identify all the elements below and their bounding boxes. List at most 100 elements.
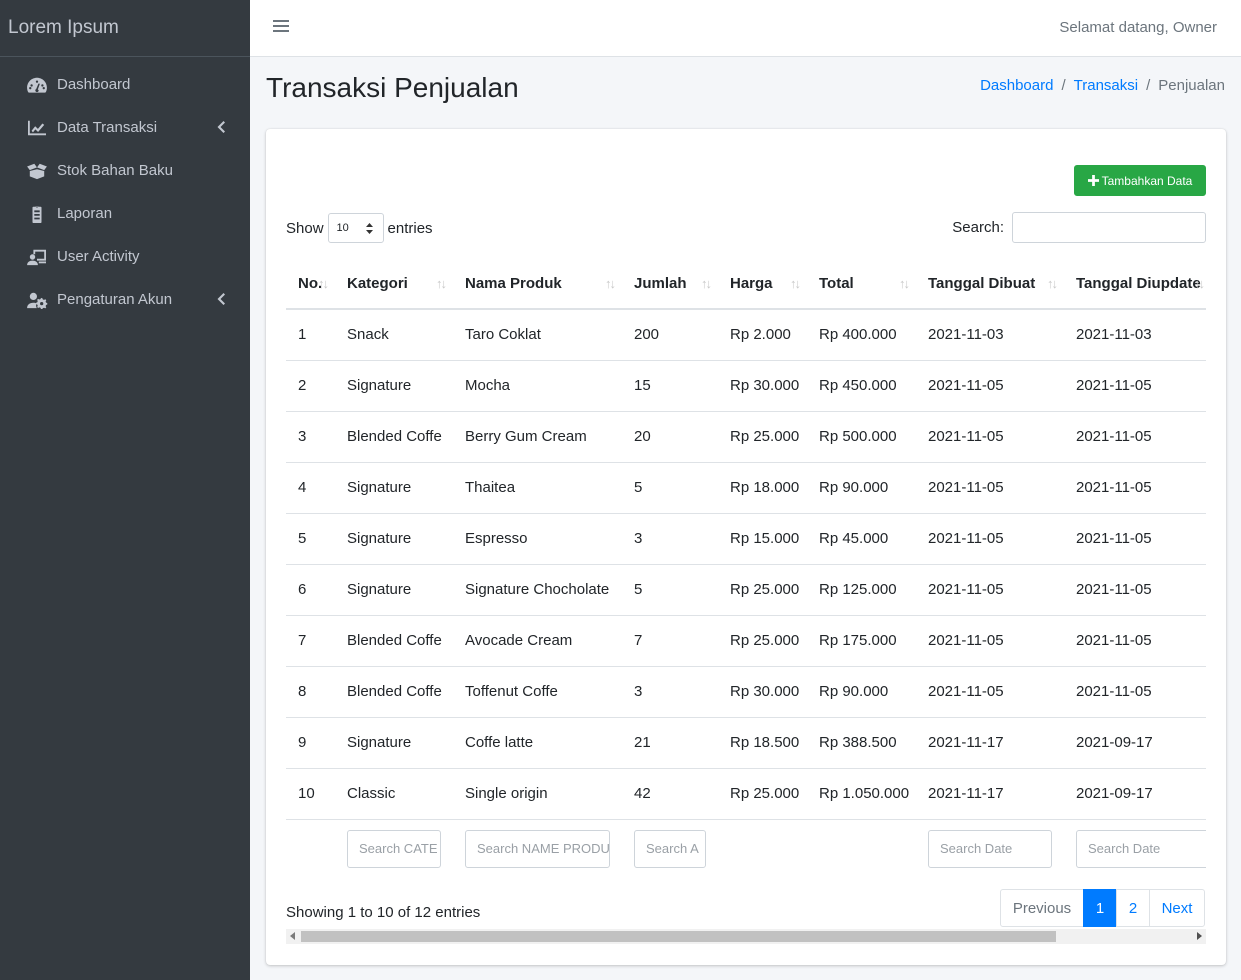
table-row: 6 Signature Signature Chocholate 5 Rp 25.000… xyxy=(286,564,1206,616)
column-header[interactable]: Tanggal Diupdate ↑↓ xyxy=(1064,258,1206,310)
table-cell: 2021-11-05 xyxy=(916,513,1064,565)
table-cell: Rp 175.000 xyxy=(807,615,916,667)
table-cell: Rp 388.500 xyxy=(807,717,916,769)
table-row: 8 Blended Coffe Toffenut Coffe 3 Rp 30.000 Rp… xyxy=(286,666,1206,718)
breadcrumb-dashboard[interactable]: Dashboard xyxy=(980,77,1054,94)
column-filter-input[interactable]: Search Date xyxy=(1076,829,1206,868)
filter-cell xyxy=(718,819,807,870)
column-header[interactable]: Kategori ↑↓ xyxy=(335,258,453,310)
sort-icon: ↑↓ xyxy=(701,276,712,291)
entries-select-value: 10 xyxy=(336,222,349,234)
transactions-card: Tambahkan Data Show 10 entries Search: N… xyxy=(266,129,1226,965)
table-cell: 2 xyxy=(286,360,335,412)
scroll-right-icon[interactable] xyxy=(1197,932,1202,940)
horizontal-scrollbar[interactable] xyxy=(286,929,1206,944)
page-title: Transaksi Penjualan xyxy=(266,72,519,103)
column-filter-input[interactable]: Search A xyxy=(634,829,706,868)
column-header[interactable]: Tanggal Dibuat ↑↓ xyxy=(916,258,1064,310)
sidebar-item-dashboard[interactable]: Dashboard xyxy=(0,63,250,106)
table-cell: Rp 90.000 xyxy=(807,666,916,718)
breadcrumb-separator: / xyxy=(1061,77,1066,94)
table-cell: Rp 30.000 xyxy=(718,666,807,718)
table-cell: Rp 1.050.000 xyxy=(807,768,916,820)
table-cell: Avocade Cream xyxy=(453,615,622,667)
table-cell: Rp 25.000 xyxy=(718,615,807,667)
table-cell: Thaitea xyxy=(453,462,622,514)
table-cell: 2021-11-03 xyxy=(916,309,1064,361)
pagination: Previous 1 2 Next xyxy=(1000,889,1205,927)
sidebar-item-data-transaksi[interactable]: Data Transaksi xyxy=(0,106,250,149)
table-cell: 2021-11-05 xyxy=(1064,513,1206,565)
scrollbar-thumb[interactable] xyxy=(301,931,1056,942)
column-header[interactable]: Harga ↑↓ xyxy=(718,258,807,310)
table-cell: Rp 45.000 xyxy=(807,513,916,565)
table-cell: 8 xyxy=(286,666,335,718)
sidebar-item-user-activity[interactable]: User Activity xyxy=(0,235,250,278)
search-input[interactable] xyxy=(1012,212,1206,243)
menu-toggle-icon[interactable] xyxy=(273,20,289,36)
entries-select[interactable]: 10 xyxy=(327,213,384,243)
table-cell: 1 xyxy=(286,309,335,361)
search-area: Search: xyxy=(952,212,1206,243)
table-cell: Rp 30.000 xyxy=(718,360,807,412)
column-filter-input[interactable]: Search NAME PRODU xyxy=(465,829,610,868)
tachometer-icon xyxy=(26,76,48,94)
table-cell: 4 xyxy=(286,462,335,514)
table-cell: 6 xyxy=(286,564,335,616)
sort-icon: ↑↓ xyxy=(605,276,616,291)
table-cell: 2021-11-05 xyxy=(1064,411,1206,463)
sidebar-item-stok-bahan-baku[interactable]: Stok Bahan Baku xyxy=(0,149,250,192)
table-body: 1 Snack Taro Coklat 200 Rp 2.000 Rp 400.000 20… xyxy=(286,309,1206,870)
table-cell: Signature xyxy=(335,462,453,514)
table-cell: 5 xyxy=(286,513,335,565)
table-cell: Blended Coffe xyxy=(335,666,453,718)
column-filter-input[interactable]: Search Date xyxy=(928,829,1052,868)
table-cell: 2021-11-05 xyxy=(1064,360,1206,412)
table-cell: Rp 400.000 xyxy=(807,309,916,361)
chevron-left-icon xyxy=(216,120,226,134)
table-cell: 5 xyxy=(622,462,718,514)
user-cog-icon xyxy=(26,291,48,309)
column-header[interactable]: Total ↑↓ xyxy=(807,258,916,310)
table-cell: 9 xyxy=(286,717,335,769)
column-filter-input[interactable]: Search CATE xyxy=(347,829,441,868)
table-cell: Classic xyxy=(335,768,453,820)
add-data-label: Tambahkan Data xyxy=(1101,173,1193,188)
table-cell: 21 xyxy=(622,717,718,769)
page-button-1[interactable]: 1 xyxy=(1083,889,1117,927)
column-header[interactable]: Jumlah ↑↓ xyxy=(622,258,718,310)
user-activity-icon xyxy=(26,248,48,266)
table-cell: 2021-09-17 xyxy=(1064,717,1206,769)
show-label: Show xyxy=(286,219,324,237)
brand-text[interactable]: Lorem Ipsum xyxy=(0,0,250,57)
table-cell: Rp 18.000 xyxy=(718,462,807,514)
table-cell: Snack xyxy=(335,309,453,361)
sidebar-item-laporan[interactable]: Laporan xyxy=(0,192,250,235)
sidebar-item-label: Pengaturan Akun xyxy=(57,291,173,308)
transactions-table: No. ↑↓ Kategori ↑↓ Nama Produk ↑↓ Jumlah ↑↓ … xyxy=(286,258,1206,870)
sidebar-nav: Dashboard Data Transaksi Stok Bahan Baku… xyxy=(0,57,250,321)
table-cell: 10 xyxy=(286,768,335,820)
chevron-left-icon xyxy=(216,292,226,306)
chart-line-icon xyxy=(26,119,48,137)
breadcrumb-transaksi[interactable]: Transaksi xyxy=(1073,77,1139,94)
page-button-2[interactable]: 2 xyxy=(1116,889,1150,927)
table-cell: 2021-11-05 xyxy=(916,360,1064,412)
table-cell: 2021-11-17 xyxy=(916,768,1064,820)
previous-button[interactable]: Previous xyxy=(1000,889,1084,927)
table-cell: 2021-11-05 xyxy=(1064,564,1206,616)
scroll-left-icon[interactable] xyxy=(290,932,295,940)
add-data-button[interactable]: Tambahkan Data xyxy=(1074,165,1206,196)
sidebar-item-pengaturan-akun[interactable]: Pengaturan Akun xyxy=(0,278,250,321)
column-header[interactable]: Nama Produk ↑↓ xyxy=(453,258,622,310)
next-button[interactable]: Next xyxy=(1149,889,1205,927)
sidebar-item-label: Data Transaksi xyxy=(57,119,158,136)
table-cell: Berry Gum Cream xyxy=(453,411,622,463)
table-cell: Rp 90.000 xyxy=(807,462,916,514)
table-cell: Rp 2.000 xyxy=(718,309,807,361)
table-cell: 42 xyxy=(622,768,718,820)
table-cell: Mocha xyxy=(453,360,622,412)
column-header[interactable]: No. ↑↓ xyxy=(286,258,335,310)
welcome-text[interactable]: Selamat datang, Owner xyxy=(1059,19,1217,36)
sidebar: Lorem Ipsum Dashboard Data Transaksi Sto… xyxy=(0,0,250,980)
